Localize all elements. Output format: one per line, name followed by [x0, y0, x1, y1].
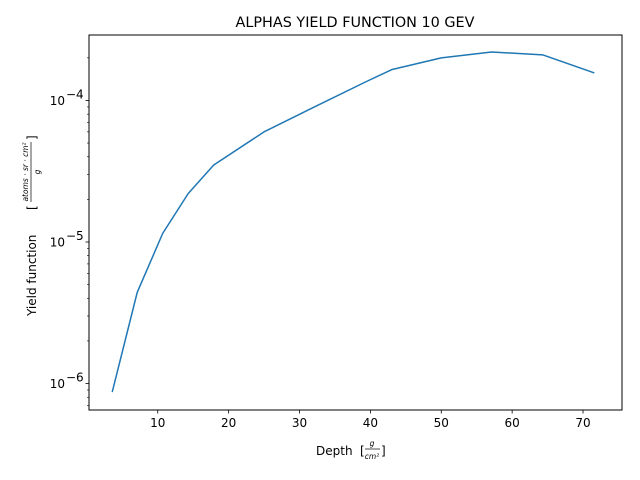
chart-title: ALPHAS YIELD FUNCTION 10 GEV — [235, 15, 474, 31]
x-tick-label: 30 — [292, 416, 307, 430]
x-axis-label-text: Depth — [316, 444, 353, 458]
y-tick-exponent: −4 — [66, 87, 84, 101]
x-tick-label: 50 — [434, 416, 449, 430]
x-tick-label: 10 — [150, 416, 165, 430]
y-axis-unit-denominator: g — [33, 169, 42, 174]
x-tick-label: 70 — [575, 416, 590, 430]
x-tick-label: 60 — [504, 416, 519, 430]
x-tick-label: 40 — [363, 416, 378, 430]
x-axis-label-bracket-left: [ — [360, 444, 365, 458]
y-axis-label: Yield function [ atoms · sr · cm² g ] — [21, 135, 42, 317]
y-axis-unit-numerator: atoms · sr · cm² — [21, 142, 30, 201]
y-tick-label: 10 — [50, 377, 65, 391]
y-tick-label: 10 — [50, 235, 65, 249]
series-line — [111, 51, 595, 393]
x-axis-label-bracket-right: ] — [381, 444, 386, 458]
y-tick-exponent: −6 — [66, 371, 84, 385]
y-axis-label-text: Yield function — [25, 235, 39, 317]
y-axis-label-bracket-left: [ — [25, 205, 39, 210]
x-axis-label: Depth [ g cm² ] — [316, 439, 386, 461]
y-axis-label-bracket-right: ] — [25, 135, 39, 140]
x-axis-unit-denominator: cm² — [365, 452, 379, 461]
x-tick-label: 20 — [221, 416, 236, 430]
plot-frame — [88, 34, 623, 411]
y-tick-label: 10 — [50, 94, 65, 108]
y-tick-exponent: −5 — [66, 229, 84, 243]
x-axis-unit-numerator: g — [370, 439, 375, 448]
